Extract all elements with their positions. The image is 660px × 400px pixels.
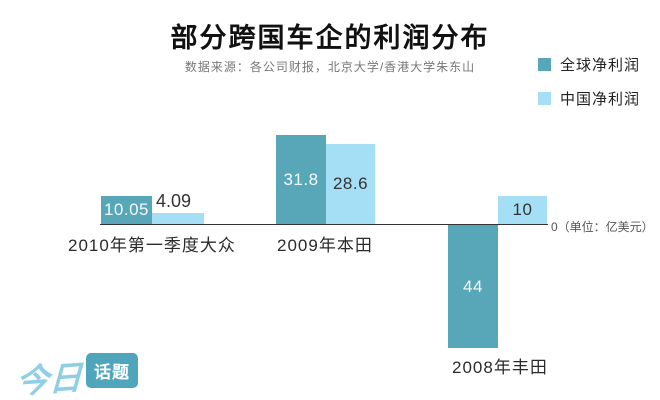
- bar-value-label: 28.6: [332, 174, 369, 193]
- bar-value-label: 4.09: [156, 191, 192, 211]
- category-label-0: 2010年第一季度大众: [68, 236, 236, 255]
- logo-bubble-huati: 话题: [86, 353, 138, 388]
- logo-jinri-huati: 今日 话题: [15, 346, 138, 400]
- legend-item-global: 全球净利润: [537, 54, 640, 75]
- bar-value-label: 10: [512, 200, 533, 219]
- bar-value-label: 31.8: [283, 169, 319, 189]
- legend: 全球净利润 中国净利润: [537, 54, 640, 122]
- legend-swatch-global-icon: [537, 58, 551, 71]
- legend-label-china: 中国净利润: [559, 91, 640, 108]
- data-source-subtitle: 数据来源：各公司财报，北京大学/香港大学朱东山: [184, 60, 476, 74]
- axis-zero-label: 0（单位：亿美元）: [551, 220, 654, 234]
- logo-text-jinri: 今日: [15, 358, 83, 400]
- category-label-1: 2009年本田: [277, 236, 373, 255]
- bar-china-0: [152, 213, 204, 224]
- bar-global-1: 31.8: [276, 135, 326, 224]
- legend-item-china: 中国净利润: [537, 88, 640, 109]
- bar-value-label: 10.05: [103, 200, 150, 219]
- bar-china-2: 10: [498, 196, 547, 224]
- bar-value-label: 44: [463, 276, 483, 296]
- legend-label-global: 全球净利润: [559, 57, 640, 74]
- page-title: 部分跨国车企的利润分布: [170, 23, 490, 53]
- legend-swatch-china-icon: [537, 92, 551, 105]
- bar-global-2: 44: [448, 225, 498, 348]
- bar-global-0: 10.05: [101, 196, 152, 224]
- x-axis-line: [100, 224, 548, 225]
- bar-china-1: 28.6: [326, 144, 375, 224]
- category-label-2: 2008年丰田: [452, 358, 548, 377]
